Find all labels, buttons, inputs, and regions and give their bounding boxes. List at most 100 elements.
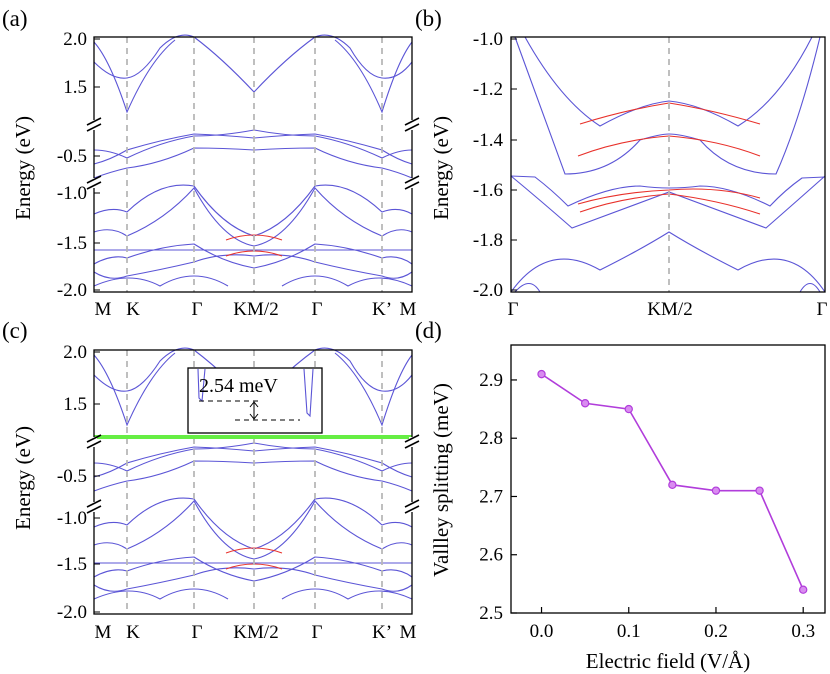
panel-d-ytick-label: 2.6 — [479, 545, 503, 566]
panel-b-frame — [510, 36, 826, 293]
panel-a-ytick-label: 2.0 — [63, 29, 87, 50]
band-line-spin-down — [579, 102, 761, 125]
band-line-spin-up — [514, 36, 821, 175]
panel-a-klabel: Γ — [312, 299, 323, 320]
band-line-spin-up — [510, 175, 826, 229]
band-line-spin-up — [510, 175, 826, 207]
band-line-spin-up — [510, 231, 826, 293]
panel-c-klabels: M K Γ KM/2 Γ K’ M — [95, 622, 417, 643]
band-line — [281, 275, 413, 287]
panel-b-ytick-label: -1.0 — [473, 29, 503, 50]
panel-a-klabel: K — [126, 299, 140, 320]
panel-a-axis-break-upper — [86, 117, 420, 132]
panel-c-inset-band-left — [197, 368, 206, 403]
panel-d-ytick-label: 2.8 — [479, 428, 503, 449]
panel-d-data-point — [580, 399, 590, 408]
panel-d-xtick-label: 0.2 — [704, 621, 728, 642]
panel-d-ylabel: Vallley splitting (meV) — [429, 383, 453, 577]
band-line — [93, 187, 413, 247]
panel-a-ytick-label: 1.5 — [63, 77, 87, 98]
panel-c-ylabel: Energy (eV) — [11, 426, 35, 530]
band-line — [334, 39, 413, 114]
panel-a-plot: 2.0 1.5 -0.5 -1.0 -1.5 -2.0 M K Γ KM/2 Γ… — [57, 29, 420, 320]
band-line — [93, 352, 176, 427]
panel-c-ytick-label: -1.5 — [57, 554, 87, 575]
panel-a-klabel: M — [400, 299, 417, 320]
band-line — [93, 347, 195, 392]
panel-b-ytick-label: -1.8 — [473, 230, 503, 251]
panel-d-data-point — [711, 486, 721, 495]
band-line — [93, 147, 413, 179]
panel-d-ticks: 0.0 0.1 0.2 0.3 2.5 2.6 2.7 2.8 2.9 — [479, 370, 815, 642]
panel-c-ytick-label: -2.0 — [57, 602, 87, 623]
panel-c-axis-break-upper — [86, 434, 420, 449]
panel-d-data-point — [755, 486, 764, 495]
panel-label-a: (a) — [2, 6, 28, 31]
panel-d-data-point — [668, 480, 677, 490]
band-line — [314, 347, 413, 392]
panel-d-data-point — [798, 585, 808, 594]
panel-c-axis-break-lower — [86, 499, 420, 514]
panel-d-ytick-label: 2.5 — [479, 603, 503, 624]
panel-a-ylabel: Energy (eV) — [11, 116, 35, 220]
panel-c-yticks: 2.0 1.5 -0.5 -1.0 -1.5 -2.0 — [57, 342, 100, 623]
band-line — [93, 500, 413, 560]
panel-a-klabels: M K Γ KM/2 Γ K’ M — [95, 299, 417, 320]
panel-a-yticks: 2.0 1.5 -0.5 -1.0 -1.5 -2.0 — [57, 29, 100, 301]
panel-d-data-point — [537, 369, 546, 379]
panel-a-bands — [93, 34, 413, 287]
band-line — [314, 34, 413, 79]
band-line — [93, 39, 176, 114]
band-line-spin-up — [799, 282, 821, 293]
panel-a-ytick-label: -1.0 — [57, 183, 87, 204]
panel-d-ytick-label: 2.7 — [479, 486, 503, 507]
panel-d-data-point — [624, 404, 633, 414]
panel-c-ytick-label: 2.0 — [63, 342, 87, 363]
band-line — [93, 275, 229, 287]
panel-b-ytick-label: -1.4 — [473, 130, 504, 151]
band-line — [93, 254, 413, 279]
band-line — [93, 442, 413, 472]
band-line — [93, 588, 229, 600]
panel-a-ytick-label: -2.0 — [57, 280, 87, 301]
panel-d-xtick-label: 0.1 — [617, 621, 641, 642]
panel-a-klabel: K’ — [372, 299, 392, 320]
panel-b-klabels: Γ KM/2 Γ — [508, 299, 828, 320]
panel-b-klabel: Γ — [508, 299, 519, 320]
panel-b-yticks: -1.0 -1.2 -1.4 -1.6 -1.8 -2.0 — [473, 29, 517, 301]
panel-c-inset: 2.54 meV — [187, 367, 323, 434]
panel-c-inset-band-right — [303, 368, 314, 418]
band-line — [93, 129, 413, 159]
panel-label-d: (d) — [415, 318, 442, 343]
panel-d-ytick-label: 2.9 — [479, 370, 503, 391]
panel-b-bands — [510, 36, 826, 293]
panel-c-inset-label: 2.54 meV — [199, 375, 278, 397]
panel-a-ytick-label: -0.5 — [57, 146, 87, 167]
panel-c-klabel: M — [95, 622, 112, 643]
panel-c-plot: 2.54 meV 2.0 1.5 -0.5 -1.0 -1.5 -2.0 — [57, 342, 420, 643]
panel-c-klabel: KM/2 — [233, 622, 278, 643]
panel-a-klabel: KM/2 — [233, 299, 278, 320]
panel-c-klabel: Γ — [312, 622, 323, 643]
panel-a-klabel: M — [95, 299, 112, 320]
band-line — [93, 184, 413, 237]
band-line-spin-up — [524, 36, 813, 127]
band-line — [93, 446, 413, 478]
band-line — [281, 588, 413, 600]
panel-d-xtick-label: 0.0 — [530, 621, 554, 642]
panel-c-klabel: K’ — [372, 622, 392, 643]
band-line — [93, 34, 195, 79]
panel-c-ytick-label: 1.5 — [63, 394, 87, 415]
panel-d-xtick-label: 0.3 — [791, 621, 815, 642]
panel-c-frame — [93, 349, 413, 615]
panel-b-klabel: KM/2 — [647, 299, 692, 320]
panel-b-ytick-label: -1.6 — [473, 180, 503, 201]
band-line-spin-up — [514, 282, 541, 293]
panel-d-series — [537, 369, 808, 594]
panel-a-frame — [93, 36, 413, 293]
band-line-spin-down — [577, 188, 761, 205]
panel-b-plot: -1.0 -1.2 -1.4 -1.6 -1.8 -2.0 Γ KM/2 Γ — [473, 29, 828, 320]
panel-a-axis-break-lower — [86, 175, 420, 190]
panel-c-klabel: M — [400, 622, 417, 643]
band-line — [93, 460, 413, 492]
